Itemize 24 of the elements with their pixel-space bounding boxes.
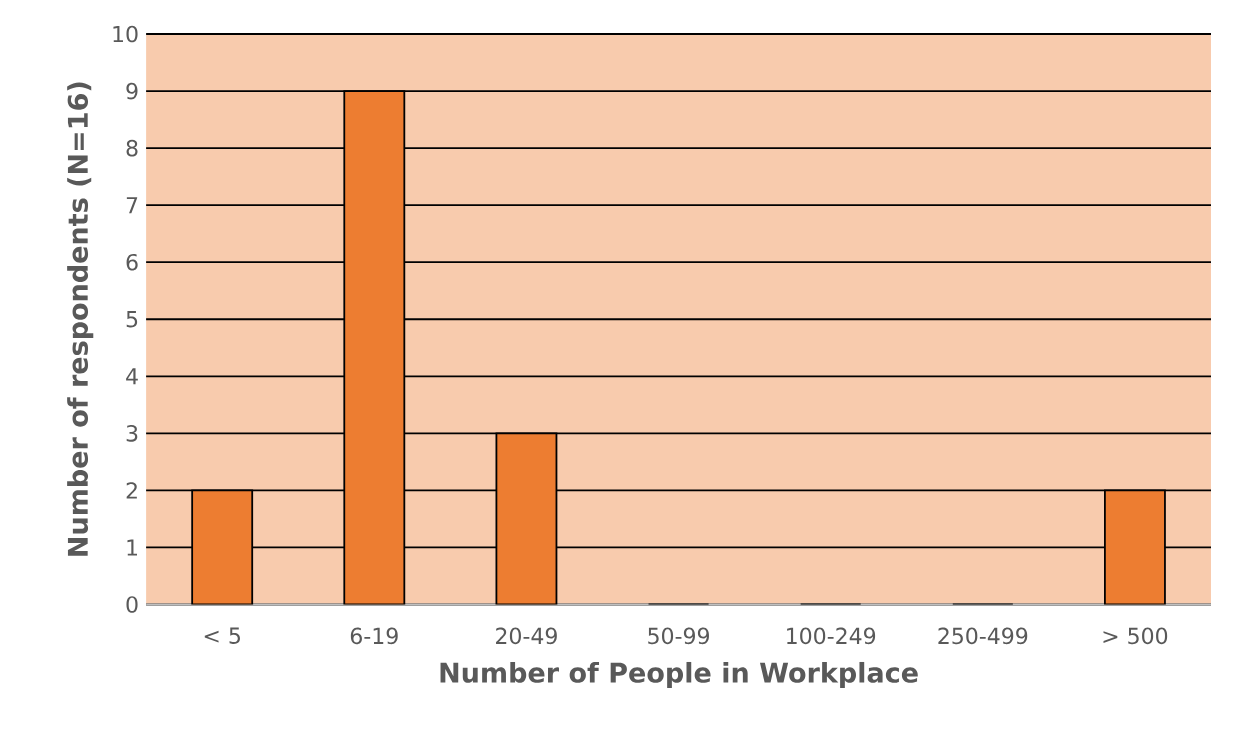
y-tick-label: 0 — [126, 596, 138, 614]
x-tick-label: < 5 — [204, 627, 240, 645]
y-tick-label: 6 — [126, 254, 138, 271]
y-tick-label: 5 — [126, 311, 138, 328]
x-tick-label: 20-49 — [496, 627, 557, 645]
bar — [495, 432, 558, 605]
y-tick-label: 7 — [126, 197, 138, 214]
y-tick-label: 4 — [126, 368, 138, 385]
y-tick-label: 8 — [126, 140, 138, 157]
bar — [1104, 489, 1166, 605]
y-tick-label: 9 — [126, 82, 138, 100]
x-tick-label: 6-19 — [350, 627, 398, 645]
x-axis-title: Number of People in Workplace — [440, 662, 918, 689]
y-tick-label: 1 — [127, 539, 137, 556]
x-tick-label: 100-249 — [787, 627, 876, 645]
y-tick-label: 3 — [126, 425, 138, 442]
x-tick-label: 250-499 — [938, 627, 1028, 645]
x-tick-label: > 500 — [1103, 627, 1168, 645]
y-axis-title: Number of respondents (N=16) — [67, 82, 94, 556]
x-tick-label: 50-99 — [648, 627, 709, 645]
bar — [191, 489, 254, 605]
bar — [343, 90, 406, 605]
y-tick-label: 2 — [126, 482, 137, 499]
y-tick-label: 10 — [113, 25, 138, 43]
